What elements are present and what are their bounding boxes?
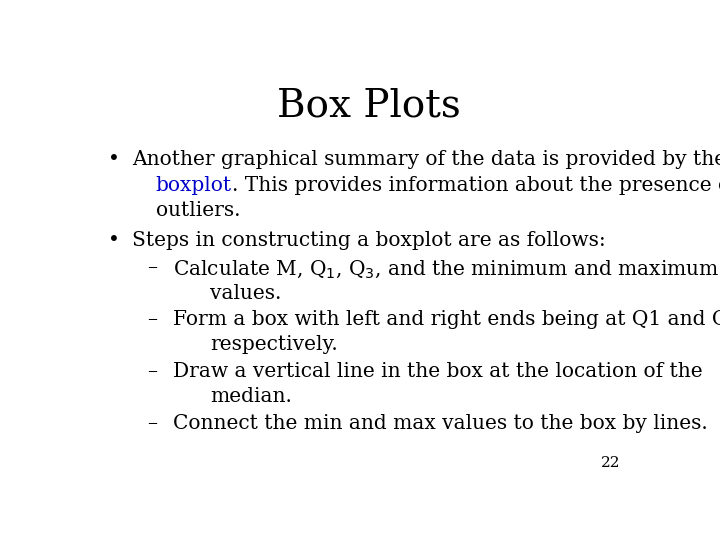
Text: Draw a vertical line in the box at the location of the: Draw a vertical line in the box at the l… xyxy=(173,362,702,381)
Text: –: – xyxy=(148,258,158,277)
Text: respectively.: respectively. xyxy=(210,335,338,354)
Text: outliers.: outliers. xyxy=(156,201,240,220)
Text: . This provides information about the presence of: . This provides information about the pr… xyxy=(232,176,720,195)
Text: Box Plots: Box Plots xyxy=(277,87,461,125)
Text: values.: values. xyxy=(210,284,282,302)
Text: •: • xyxy=(108,231,120,250)
Text: •: • xyxy=(108,150,120,169)
Text: median.: median. xyxy=(210,388,292,407)
Text: Another graphical summary of the data is provided by the: Another graphical summary of the data is… xyxy=(132,150,720,169)
Text: Form a box with left and right ends being at Q1 and Q3,: Form a box with left and right ends bein… xyxy=(173,310,720,329)
Text: –: – xyxy=(148,414,158,433)
Text: –: – xyxy=(148,362,158,381)
Text: Calculate M, Q$_1$, Q$_3$, and the minimum and maximum: Calculate M, Q$_1$, Q$_3$, and the minim… xyxy=(173,258,719,280)
Text: Steps in constructing a boxplot are as follows:: Steps in constructing a boxplot are as f… xyxy=(132,231,606,250)
Text: 22: 22 xyxy=(600,456,620,470)
Text: Connect the min and max values to the box by lines.: Connect the min and max values to the bo… xyxy=(173,414,707,433)
Text: boxplot: boxplot xyxy=(156,176,232,195)
Text: –: – xyxy=(148,310,158,329)
